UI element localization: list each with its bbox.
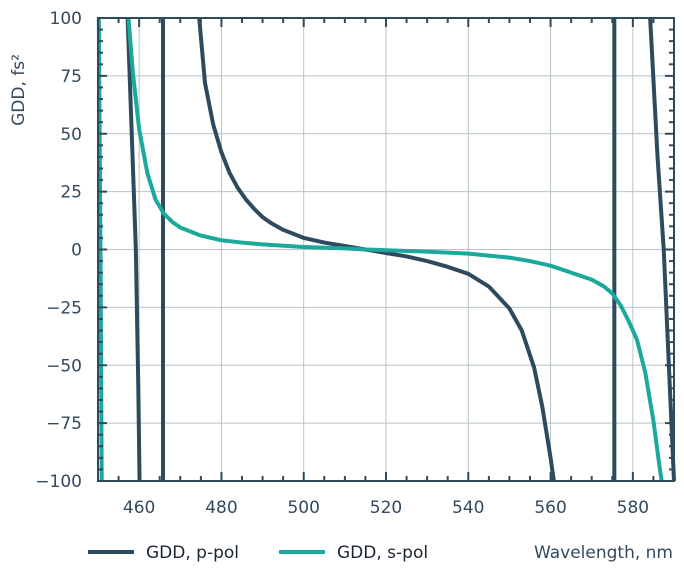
y-tick-label: 75 <box>60 67 82 87</box>
legend-label-s-pol: GDD, s-pol <box>337 543 428 563</box>
x-tick-label: 580 <box>617 498 649 518</box>
x-tick-label: 540 <box>452 498 484 518</box>
y-tick-label: 25 <box>60 183 82 203</box>
y-tick-label: 0 <box>71 241 82 261</box>
y-axis-title: GDD, fs² <box>9 54 29 126</box>
x-tick-label: 480 <box>205 498 237 518</box>
series-p-pol <box>125 17 676 482</box>
series-line-segment <box>197 17 556 482</box>
legend-label-p-pol: GDD, p-pol <box>146 543 239 563</box>
y-tick-label: −100 <box>35 472 82 492</box>
series-line-segment <box>126 17 664 482</box>
x-axis-title: Wavelength, nm <box>534 543 673 563</box>
x-tick-label: 500 <box>287 498 319 518</box>
series-line-segment <box>648 17 676 482</box>
x-tick-label: 460 <box>123 498 155 518</box>
y-tick-label: 50 <box>60 125 82 145</box>
y-tick-label: −75 <box>46 414 82 434</box>
x-tick-label: 560 <box>534 498 566 518</box>
y-tick-label: −50 <box>46 356 82 376</box>
y-tick-label: 100 <box>50 9 82 29</box>
grid-lines <box>98 17 674 482</box>
axis-ticks <box>97 17 675 482</box>
legend: GDD, p-pol GDD, s-pol <box>88 543 428 563</box>
series-line-segment <box>125 17 142 482</box>
axis-tick-labels: −100 −75 −50 −25 0 25 50 75 100 460 480 500 520 540 56… <box>35 9 649 518</box>
x-tick-label: 520 <box>370 498 402 518</box>
y-tick-label: −25 <box>46 298 82 318</box>
